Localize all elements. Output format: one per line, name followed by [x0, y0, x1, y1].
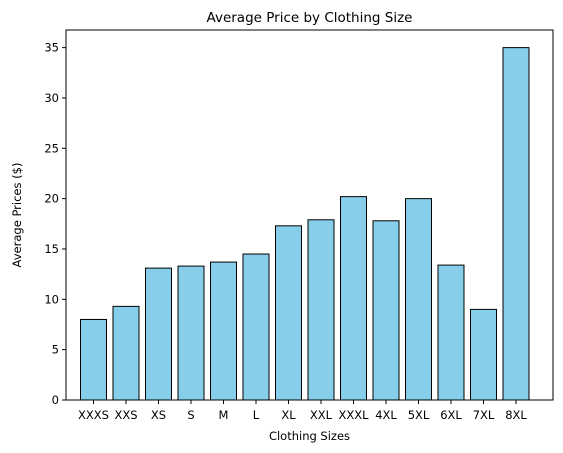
bar-xs [145, 267, 172, 401]
x-tick-label: XXS [114, 408, 137, 422]
y-tick-label: 25 [44, 141, 59, 155]
bar-xxxs [80, 318, 107, 401]
bar-xxl [307, 219, 335, 401]
x-tick-label: 8XL [505, 408, 527, 422]
x-tick-label: S [187, 408, 194, 422]
bar-6xl [437, 264, 465, 401]
x-tick-label: XXXS [78, 408, 109, 422]
bar-xl [275, 225, 302, 401]
x-tick-label: L [253, 408, 260, 422]
x-axis: XXXS XXS XS S M L XL XXL XXXL 4XL 5XL 6XL 7XL 8XL [78, 400, 527, 422]
bar-7xl [470, 308, 497, 401]
chart-title: Average Price by Clothing Size [207, 10, 413, 26]
x-tick-label: XL [281, 408, 296, 422]
x-tick-label: 6XL [440, 408, 462, 422]
y-tick-label: 30 [44, 91, 59, 105]
bar-4xl [372, 220, 400, 401]
x-tick-label: XXXL [338, 408, 369, 422]
y-tick-label: 35 [44, 41, 59, 55]
y-tick-label: 0 [52, 393, 59, 407]
bar-s [177, 265, 205, 401]
y-tick-label: 20 [44, 192, 59, 206]
bar-5xl [405, 198, 432, 401]
x-tick-label: 5XL [408, 408, 430, 422]
bar-xxs [112, 305, 140, 401]
x-tick-label: XS [151, 408, 166, 422]
x-axis-label: Clothing Sizes [269, 429, 350, 443]
x-tick-label: 4XL [375, 408, 397, 422]
bar-m [210, 261, 237, 401]
y-tick-label: 10 [44, 292, 59, 306]
x-tick-label: XXL [310, 408, 333, 422]
plot-frame [65, 29, 554, 401]
bars-group [80, 47, 530, 401]
y-axis-label: Average Prices ($) [10, 163, 24, 268]
y-tick-label: 5 [52, 343, 59, 357]
x-tick-label: M [219, 408, 229, 422]
x-tick-label: 7XL [473, 408, 495, 422]
bar-8xl [502, 47, 530, 401]
y-tick-label: 15 [44, 242, 59, 256]
bar-l [242, 253, 270, 401]
bar-xxxl [340, 196, 367, 401]
y-axis: 0 5 10 15 20 25 30 35 [44, 41, 66, 407]
